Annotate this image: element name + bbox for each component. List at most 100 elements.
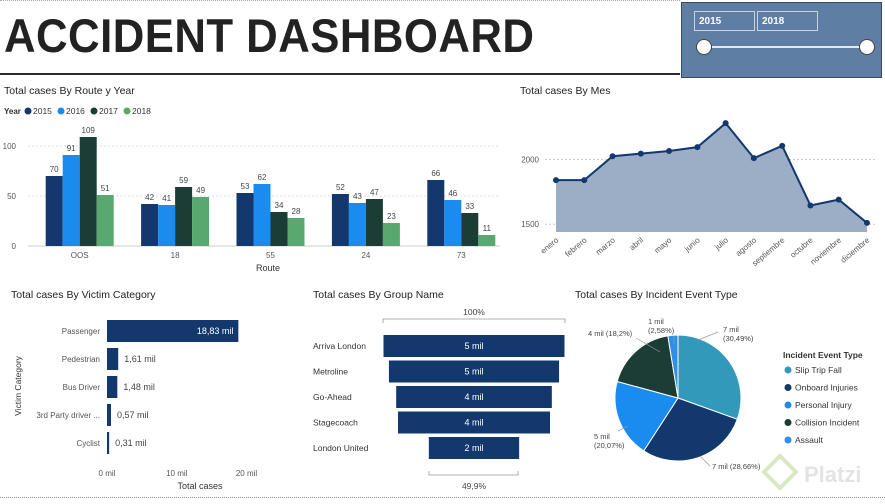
bar-data-label: 51	[101, 184, 110, 193]
category-label: Cyclist	[76, 439, 100, 448]
bar-data-label: 42	[145, 193, 154, 202]
category-label: Pedestrian	[62, 355, 100, 364]
slicer-from-input[interactable]: 2015	[694, 11, 755, 31]
legend-swatch-2017	[90, 107, 98, 115]
bar-data-label: 47	[370, 188, 379, 197]
slicer-end-handle[interactable]	[859, 39, 875, 55]
bar-24-2016	[348, 203, 366, 246]
page-title: ACCIDENT DASHBOARD	[4, 9, 535, 62]
bar-data-label: 33	[465, 202, 474, 211]
pie-legend-swatch	[784, 436, 792, 444]
victim-x-axis-label: Total cases	[177, 481, 223, 491]
group-label: Stagecoach	[313, 418, 358, 428]
funnel-bar-Metroline	[388, 360, 560, 383]
bar-data-label: 52	[336, 183, 345, 192]
bar-Bus Driver	[107, 376, 118, 398]
y-tick-label: 2000	[521, 155, 539, 164]
legend-label-2016: 2016	[66, 106, 85, 116]
bar-data-label: 59	[179, 176, 188, 185]
legend-label-2018: 2018	[132, 106, 151, 116]
pie-legend-title: Incident Event Type	[783, 350, 863, 360]
pie-data-label: (2,58%)	[648, 326, 675, 335]
funnel-top-bracket	[382, 318, 566, 323]
point-septiembre	[779, 142, 786, 149]
category-label: Bus Driver	[63, 383, 101, 392]
slicer-start-handle[interactable]	[696, 39, 712, 55]
x-tick-label: 55	[266, 251, 275, 260]
group-label: London United	[313, 443, 369, 453]
pie-slice-assault	[667, 334, 679, 399]
pie-data-label: (30,49%)	[723, 334, 754, 343]
route-year-chart: Year 2015 2016 2017 2018 0 50 100 70 91 109 51 OO…	[3, 106, 500, 273]
funnel-data-label: 4 mil	[464, 392, 483, 402]
bar-data-label: 109	[82, 126, 96, 135]
legend-swatch-2016	[57, 107, 65, 115]
pie-legend-swatch	[784, 384, 792, 391]
group-label: Metroline	[313, 367, 348, 377]
point-junio	[694, 144, 701, 151]
bar-18-2015	[141, 204, 159, 246]
y-tick-label: 50	[7, 192, 16, 201]
x-tick-label: febrero	[563, 235, 589, 259]
x-tick-label: julio	[712, 235, 730, 252]
pie-legend-label: Slip Trip Fall	[795, 365, 842, 375]
bar-24-2015	[331, 194, 349, 246]
bar-data-label: 0,31 mil	[115, 438, 147, 448]
x-tick-label: 24	[361, 251, 370, 260]
x-tick-label: mayo	[653, 235, 674, 255]
mes-line	[556, 121, 868, 224]
pie-leader-line	[617, 425, 629, 432]
legend-swatch-2018	[123, 107, 131, 115]
pie-legend-label: Personal Injury	[795, 400, 852, 410]
bar-18-2017	[175, 187, 193, 246]
slicer-to-input[interactable]: 2018	[757, 11, 818, 31]
pie-legend-swatch	[784, 419, 792, 426]
bar-73-2017	[461, 213, 479, 246]
bar-data-label: 0,57 mil	[117, 410, 149, 420]
y-tick-label: 1500	[521, 220, 539, 229]
bar-data-label: 11	[483, 224, 492, 233]
group-funnel-chart: 100% Arriva London 5 mil Metroline 5 mil Go-…	[313, 307, 566, 491]
group-title: Total cases By Group Name	[313, 289, 444, 301]
route-year-title: Total cases By Route y Year	[4, 85, 135, 97]
point-diciembre	[864, 219, 870, 226]
x-tick-label: enero	[539, 235, 561, 255]
funnel-data-label: 5 mil	[464, 367, 483, 377]
x-tick-label: 10 mil	[166, 469, 188, 478]
bar-Pedestrian	[107, 348, 119, 370]
category-label: Passenger	[62, 327, 101, 336]
bar-Cyclist	[107, 432, 110, 454]
pie-legend-label: Collision Incident	[795, 418, 860, 428]
funnel-bottom-label: 49,9%	[462, 481, 487, 491]
bar-data-label: 43	[353, 192, 362, 201]
bar-55-2017	[270, 212, 288, 246]
pie-data-label: 5 mil	[594, 432, 610, 441]
group-label: Go-Ahead	[313, 392, 352, 402]
point-mayo	[666, 148, 673, 155]
point-octubre	[807, 202, 814, 209]
bar-OOS-2018	[96, 195, 114, 246]
bar-data-label: 49	[196, 186, 205, 195]
bar-73-2018	[478, 235, 496, 246]
x-tick-label: 18	[171, 251, 180, 260]
bar-data-label: 66	[431, 169, 440, 178]
bar-18-2016	[158, 205, 176, 246]
funnel-bottom-bracket	[428, 471, 519, 476]
bar-data-label: 41	[162, 194, 171, 203]
title-underline	[0, 73, 680, 75]
point-enero	[553, 177, 559, 184]
x-tick-label: 0 mil	[99, 469, 116, 478]
platzi-logo-icon	[761, 453, 799, 491]
pie-slice-collision-incident	[616, 335, 679, 399]
slicer-track[interactable]	[702, 46, 862, 48]
funnel-bar-Go-Ahead	[396, 386, 552, 408]
point-abril	[637, 150, 644, 157]
mes-area	[556, 123, 867, 232]
pie-legend-swatch	[784, 366, 792, 374]
funnel-bar-London United	[428, 437, 520, 459]
year-range-slicer[interactable]: 2015 2018	[681, 2, 882, 78]
bar-data-label: 18,83 mil	[197, 326, 234, 336]
incident-pie-chart: 7 mil(30,49%) 7 mil (28,66%) 5 mil(20,07%)…	[588, 317, 863, 471]
point-agosto	[750, 155, 757, 162]
bar-data-label: 28	[292, 207, 301, 216]
